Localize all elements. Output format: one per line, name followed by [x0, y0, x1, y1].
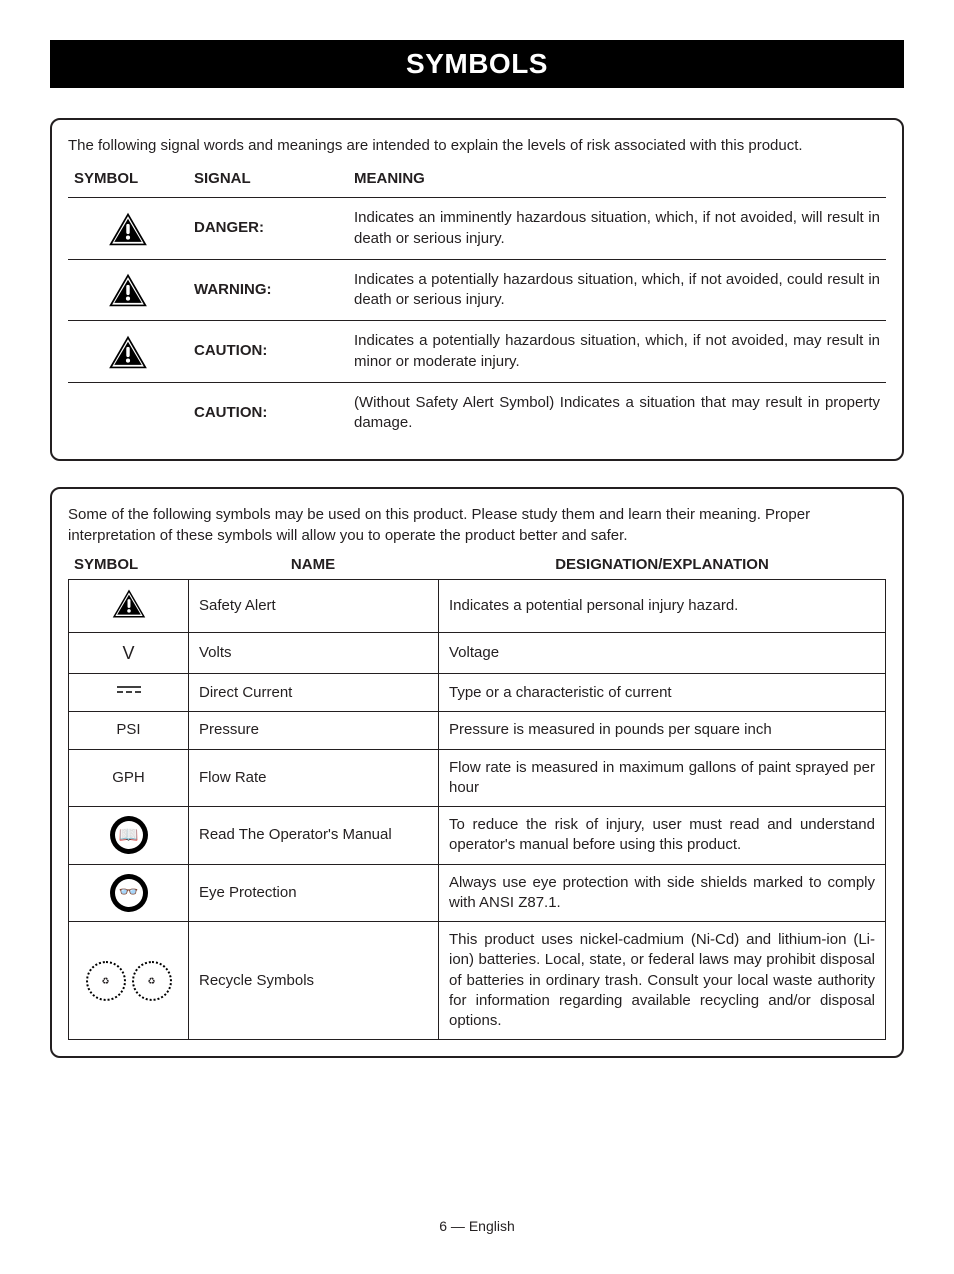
legend-name: Safety Alert	[189, 579, 439, 632]
signal-meaning: Indicates an imminently hazardous situat…	[348, 198, 886, 260]
legend-row: PSI PressurePressure is measured in pound…	[69, 712, 886, 749]
signal-header-meaning: MEANING	[348, 166, 886, 198]
legend-symbol-cell: V	[69, 632, 189, 673]
legend-name: Volts	[189, 632, 439, 673]
legend-row: Safety AlertIndicates a potential person…	[69, 579, 886, 632]
eye-protection-icon: 👓	[110, 874, 148, 912]
legend-description: This product uses nickel-cadmium (Ni-Cd)…	[439, 922, 886, 1040]
signal-symbol-cell	[68, 259, 188, 321]
legend-description: Always use eye protection with side shie…	[439, 864, 886, 922]
signal-meaning: (Without Safety Alert Symbol) Indicates …	[348, 382, 886, 443]
legend-name: Direct Current	[189, 674, 439, 712]
legend-name: Read The Operator's Manual	[189, 807, 439, 865]
legend-description: Flow rate is measured in maximum gallons…	[439, 749, 886, 807]
legend-row: 👓 Eye ProtectionAlways use eye protection…	[69, 864, 886, 922]
legend-intro: Some of the following symbols may be use…	[68, 505, 886, 546]
signal-symbol-cell	[68, 198, 188, 260]
read-manual-icon: 📖	[110, 816, 148, 854]
page-title-bar: SYMBOLS	[50, 40, 904, 88]
signal-words-box: The following signal words and meanings …	[50, 118, 904, 461]
safety-alert-icon	[107, 334, 149, 370]
safety-alert-icon	[108, 588, 150, 624]
signal-meaning: Indicates a potentially hazardous situat…	[348, 259, 886, 321]
legend-row: V VoltsVoltage	[69, 632, 886, 673]
signal-intro: The following signal words and meanings …	[68, 136, 886, 156]
legend-table: Safety AlertIndicates a potential person…	[68, 579, 886, 1041]
page-footer: 6 — English	[50, 1218, 904, 1234]
legend-name: Recycle Symbols	[189, 922, 439, 1040]
legend-headers: SYMBOL NAME DESIGNATION/EXPLANATION	[68, 556, 886, 573]
signal-word: WARNING:	[188, 259, 348, 321]
signal-table: SYMBOL SIGNAL MEANING DANGER:Indicates a…	[68, 166, 886, 443]
legend-header-desc: DESIGNATION/EXPLANATION	[438, 556, 886, 573]
legend-symbol-cell: ♻♻	[69, 922, 189, 1040]
signal-row: CAUTION:Indicates a potentially hazardou…	[68, 321, 886, 383]
legend-description: Pressure is measured in pounds per squar…	[439, 712, 886, 749]
signal-row: DANGER:Indicates an imminently hazardous…	[68, 198, 886, 260]
legend-header-symbol: SYMBOL	[68, 556, 188, 573]
recycle-icons: ♻♻	[86, 961, 172, 1001]
legend-description: Type or a characteristic of current	[439, 674, 886, 712]
legend-name: Pressure	[189, 712, 439, 749]
legend-symbol-cell	[69, 674, 189, 712]
signal-word: CAUTION:	[188, 382, 348, 443]
legend-symbol-cell: 👓	[69, 864, 189, 922]
safety-alert-icon	[107, 211, 149, 247]
volts-symbol: V	[122, 643, 134, 663]
legend-symbol-cell: PSI	[69, 712, 189, 749]
psi-symbol: PSI	[116, 721, 140, 738]
signal-word: DANGER:	[188, 198, 348, 260]
legend-name: Flow Rate	[189, 749, 439, 807]
gph-symbol: GPH	[112, 769, 145, 786]
legend-row: Direct CurrentType or a characteristic o…	[69, 674, 886, 712]
signal-header-symbol: SYMBOL	[68, 166, 188, 198]
legend-header-name: NAME	[188, 556, 438, 573]
signal-header-signal: SIGNAL	[188, 166, 348, 198]
signal-row: CAUTION:(Without Safety Alert Symbol) In…	[68, 382, 886, 443]
legend-box: Some of the following symbols may be use…	[50, 487, 904, 1058]
legend-symbol-cell: 📖	[69, 807, 189, 865]
legend-row: 📖 Read The Operator's ManualTo reduce the…	[69, 807, 886, 865]
signal-symbol-cell	[68, 382, 188, 443]
signal-meaning: Indicates a potentially hazardous situat…	[348, 321, 886, 383]
signal-word: CAUTION:	[188, 321, 348, 383]
signal-symbol-cell	[68, 321, 188, 383]
legend-symbol-cell	[69, 579, 189, 632]
legend-description: To reduce the risk of injury, user must …	[439, 807, 886, 865]
legend-name: Eye Protection	[189, 864, 439, 922]
safety-alert-icon	[107, 272, 149, 308]
page-title: SYMBOLS	[406, 48, 548, 79]
legend-description: Indicates a potential personal injury ha…	[439, 579, 886, 632]
legend-description: Voltage	[439, 632, 886, 673]
direct-current-symbol	[115, 684, 143, 701]
signal-row: WARNING:Indicates a potentially hazardou…	[68, 259, 886, 321]
legend-symbol-cell: GPH	[69, 749, 189, 807]
legend-row: GPH Flow RateFlow rate is measured in max…	[69, 749, 886, 807]
legend-row: ♻♻ Recycle SymbolsThis product uses nicke…	[69, 922, 886, 1040]
